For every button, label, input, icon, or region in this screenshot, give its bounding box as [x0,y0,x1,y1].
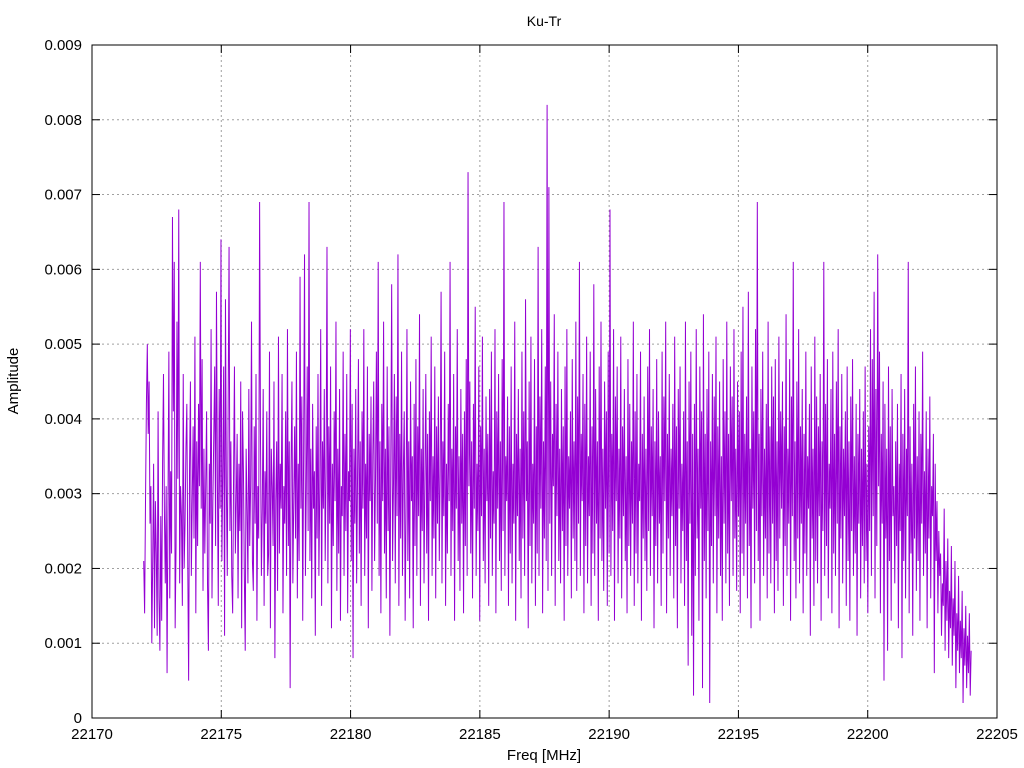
chart-title: Ku-Tr [527,13,562,29]
y-tick-label: 0.001 [44,635,82,652]
series-layer [143,104,972,704]
y-tick-label: 0.002 [44,560,82,577]
grid [92,45,997,718]
y-tick-label: 0.003 [44,486,82,503]
x-tick-label: 22195 [718,726,760,743]
y-tick-labels: 0 0.001 0.002 0.003 0.004 0.005 0.006 0.007 0.00… [44,37,82,727]
x-tick-label: 22205 [976,726,1018,743]
x-tick-label: 22180 [330,726,372,743]
y-tick-label: 0.009 [44,37,82,54]
plot-frame [91,44,998,719]
y-tick-label: 0.008 [44,112,82,129]
x-tick-label: 22185 [459,726,501,743]
x-tick-label: 22170 [71,726,113,743]
y-tick-label: 0 [74,710,82,727]
y-axis-label: Amplitude [5,348,22,415]
axis-ticks [91,44,998,719]
x-tick-label: 22175 [200,726,242,743]
x-axis-label: Freq [MHz] [507,747,581,764]
y-tick-label: 0.005 [44,336,82,353]
x-tick-labels: 22170 22175 22180 22185 22190 22195 22200 22205 [71,726,1018,743]
x-tick-label: 22190 [588,726,630,743]
x-tick-label: 22200 [847,726,889,743]
y-tick-label: 0.004 [44,411,82,428]
y-tick-label: 0.007 [44,187,82,204]
series-line [143,104,972,704]
y-tick-label: 0.006 [44,261,82,278]
